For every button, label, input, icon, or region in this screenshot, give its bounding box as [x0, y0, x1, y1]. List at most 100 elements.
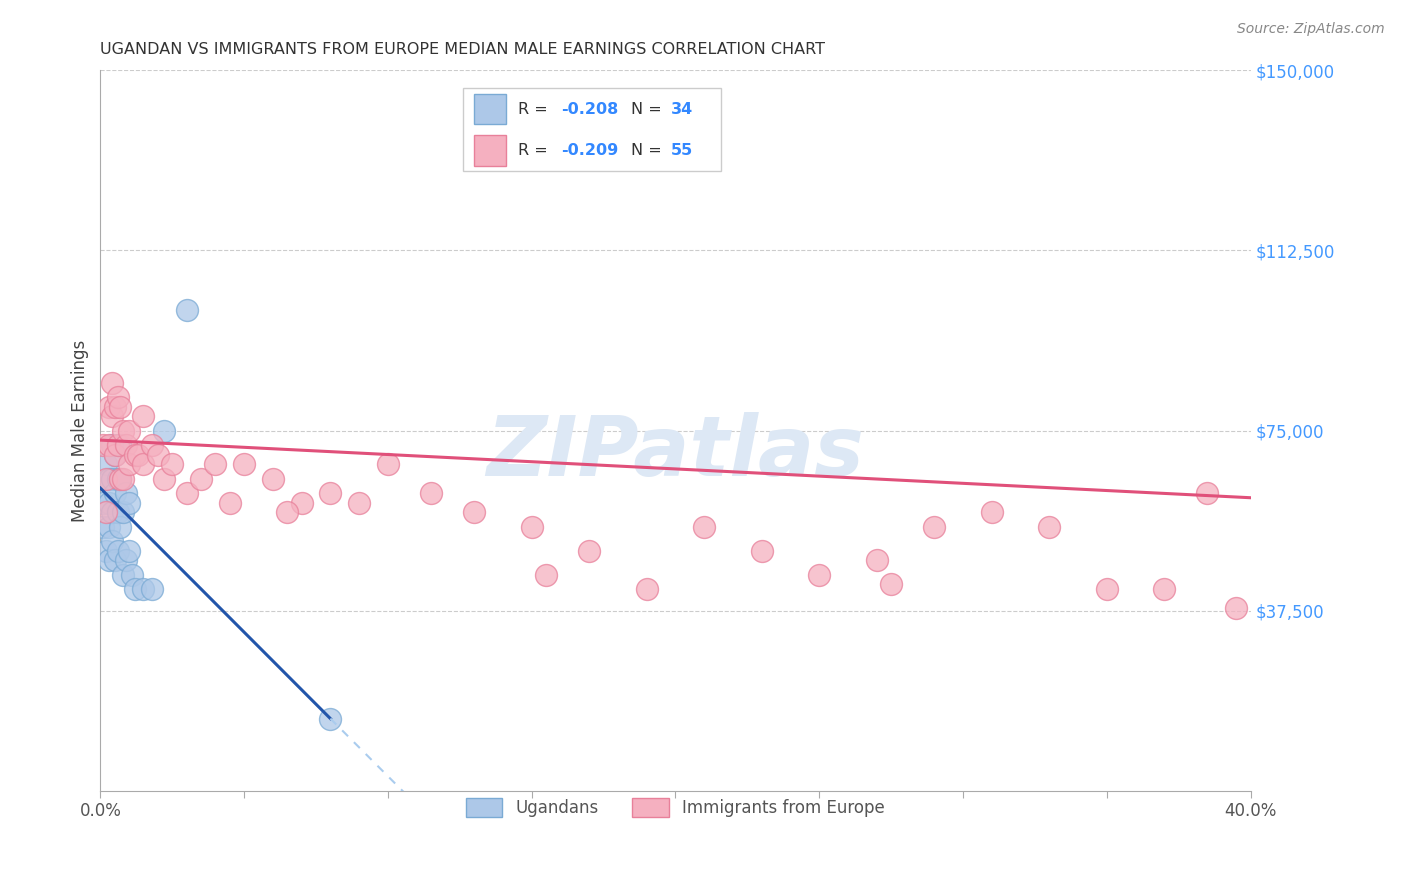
Point [104, 448, 127, 462]
Point [176, 486, 198, 500]
Point [132, 457, 155, 471]
Point [218, 495, 240, 509]
Point [146, 448, 169, 462]
Point [1197, 486, 1219, 500]
Point [319, 712, 342, 726]
Point [204, 457, 226, 471]
Text: 55: 55 [671, 143, 693, 158]
Point [233, 457, 256, 471]
Point [98, 471, 121, 485]
Point [118, 543, 141, 558]
Point [1225, 601, 1247, 615]
Point [101, 376, 124, 390]
FancyBboxPatch shape [474, 94, 506, 124]
Point [98, 438, 121, 452]
Point [104, 400, 127, 414]
Point [1038, 519, 1060, 533]
Point [98, 553, 121, 567]
FancyBboxPatch shape [474, 136, 506, 166]
Point [980, 505, 1002, 519]
Point [115, 486, 138, 500]
FancyBboxPatch shape [463, 88, 721, 171]
Text: -0.209: -0.209 [561, 143, 619, 158]
Point [319, 486, 342, 500]
Point [104, 553, 127, 567]
Point [94, 505, 117, 519]
Point [132, 582, 155, 596]
Point [110, 438, 132, 452]
Point [91, 438, 114, 452]
Point [91, 495, 114, 509]
Point [291, 495, 314, 509]
Point [124, 448, 146, 462]
Text: N =: N = [630, 143, 666, 158]
Point [101, 471, 124, 485]
Point [132, 409, 155, 423]
Point [118, 457, 141, 471]
Text: R =: R = [517, 102, 553, 117]
Point [104, 486, 127, 500]
Point [578, 543, 600, 558]
Text: N =: N = [630, 102, 666, 117]
Point [420, 486, 443, 500]
Point [127, 448, 149, 462]
Point [98, 519, 121, 533]
Text: Source: ZipAtlas.com: Source: ZipAtlas.com [1237, 22, 1385, 37]
Point [98, 400, 121, 414]
Text: -0.208: -0.208 [561, 102, 619, 117]
Point [107, 505, 129, 519]
Point [112, 424, 135, 438]
Point [162, 457, 184, 471]
Point [94, 457, 117, 471]
Point [751, 543, 773, 558]
Point [94, 471, 117, 485]
Text: R =: R = [517, 143, 553, 158]
Point [110, 400, 132, 414]
Point [1095, 582, 1118, 596]
Point [98, 495, 121, 509]
Point [101, 409, 124, 423]
Point [520, 519, 543, 533]
Point [118, 495, 141, 509]
Point [636, 582, 658, 596]
Point [141, 438, 163, 452]
Point [110, 471, 132, 485]
Point [101, 438, 124, 452]
Point [94, 543, 117, 558]
Point [922, 519, 945, 533]
Point [347, 495, 370, 509]
Point [808, 567, 831, 582]
Point [152, 471, 174, 485]
Point [463, 505, 485, 519]
Legend: Ugandans, Immigrants from Europe: Ugandans, Immigrants from Europe [457, 789, 893, 825]
Point [107, 390, 129, 404]
Point [152, 424, 174, 438]
Point [110, 519, 132, 533]
Point [101, 533, 124, 548]
Point [176, 303, 198, 318]
Point [104, 448, 127, 462]
Point [107, 543, 129, 558]
Point [91, 519, 114, 533]
Text: UGANDAN VS IMMIGRANTS FROM EUROPE MEDIAN MALE EARNINGS CORRELATION CHART: UGANDAN VS IMMIGRANTS FROM EUROPE MEDIAN… [100, 42, 825, 57]
Point [110, 471, 132, 485]
Point [112, 567, 135, 582]
Point [1153, 582, 1175, 596]
Point [112, 471, 135, 485]
Point [190, 471, 212, 485]
Point [866, 553, 889, 567]
Point [107, 471, 129, 485]
Text: ZIPatlas: ZIPatlas [486, 411, 865, 492]
Point [141, 582, 163, 596]
Point [121, 567, 143, 582]
Point [262, 471, 284, 485]
Point [377, 457, 399, 471]
Point [101, 505, 124, 519]
Point [112, 505, 135, 519]
Point [693, 519, 716, 533]
Point [880, 577, 903, 591]
Point [118, 424, 141, 438]
Point [534, 567, 557, 582]
Point [115, 553, 138, 567]
Y-axis label: Median Male Earnings: Median Male Earnings [72, 339, 89, 522]
